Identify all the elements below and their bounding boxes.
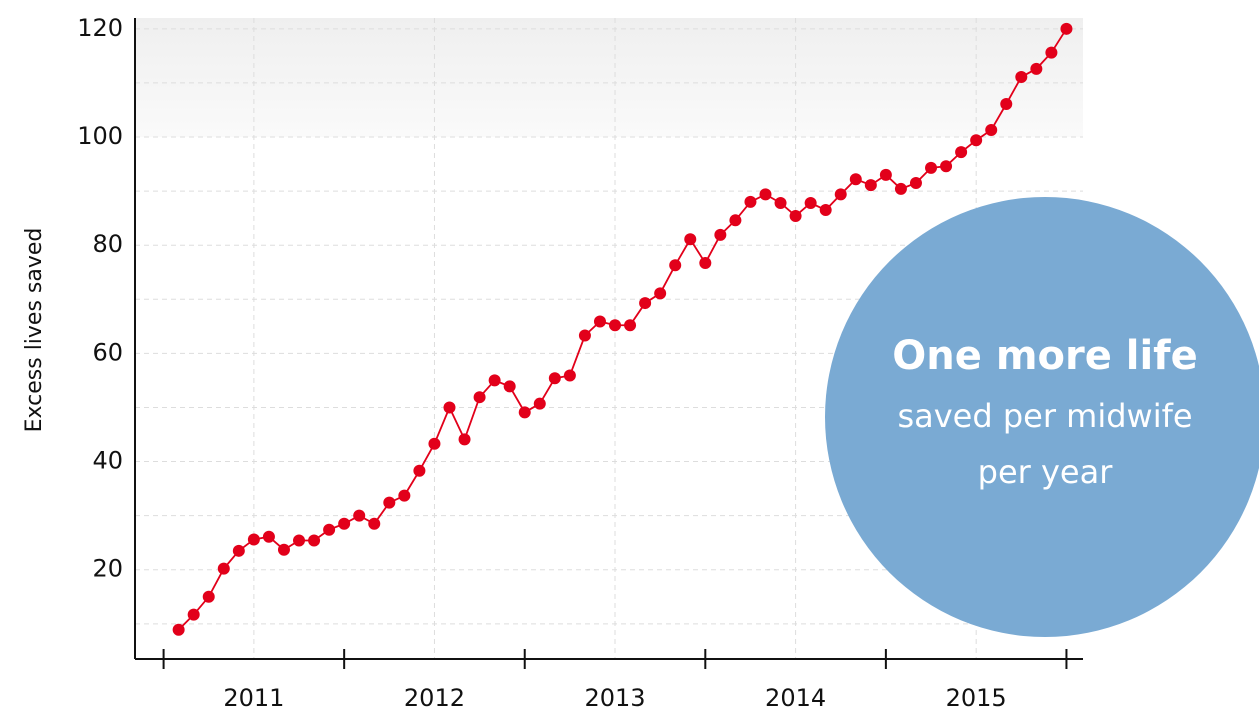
y-tick-label: 60	[92, 338, 123, 366]
annotation-title: One more life	[892, 333, 1197, 379]
point	[428, 437, 441, 450]
point	[262, 530, 275, 543]
point	[323, 523, 336, 536]
point	[609, 319, 622, 332]
point	[729, 214, 742, 227]
point	[759, 188, 772, 201]
point	[819, 204, 832, 217]
point	[518, 406, 531, 419]
point	[593, 315, 606, 328]
y-tick-label: 40	[92, 447, 123, 475]
point	[1000, 98, 1013, 111]
point	[353, 509, 366, 522]
point	[864, 179, 877, 192]
point	[624, 319, 637, 332]
point	[413, 464, 426, 477]
y-axis-label: Excess lives saved	[22, 228, 47, 433]
point	[1060, 22, 1073, 35]
point	[443, 401, 456, 414]
point	[458, 433, 471, 446]
point	[955, 146, 968, 159]
point	[232, 544, 245, 557]
shaded-band	[135, 18, 1083, 138]
x-tick-label: 2015	[946, 684, 1007, 712]
y-tick-label: 120	[77, 14, 123, 42]
point	[548, 372, 561, 385]
point	[699, 257, 712, 270]
y-tick-label: 20	[92, 555, 123, 583]
point	[398, 489, 411, 502]
point	[368, 517, 381, 530]
point	[774, 196, 787, 209]
point	[849, 173, 862, 186]
point	[985, 123, 998, 136]
point	[940, 160, 953, 173]
point	[639, 297, 652, 310]
point	[669, 259, 682, 272]
point	[879, 168, 892, 181]
point	[172, 623, 185, 636]
point	[293, 534, 306, 547]
point	[563, 369, 576, 382]
point	[789, 209, 802, 222]
annotation-line: per year	[978, 453, 1114, 491]
annotation-line: saved per midwife	[897, 397, 1192, 435]
point	[578, 329, 591, 342]
point	[1045, 46, 1058, 59]
point	[247, 533, 260, 546]
point	[202, 590, 215, 603]
y-tick-label: 100	[77, 122, 123, 150]
x-tick-label: 2012	[404, 684, 465, 712]
x-tick-label: 2011	[223, 684, 284, 712]
point	[488, 374, 501, 387]
point	[503, 380, 516, 393]
annotation-bubble	[825, 197, 1259, 637]
point	[383, 496, 396, 509]
point	[714, 228, 727, 241]
point	[744, 195, 757, 208]
point	[894, 182, 907, 195]
point	[1030, 62, 1043, 75]
point	[970, 134, 983, 147]
point	[909, 176, 922, 189]
point	[277, 543, 290, 556]
x-tick-label: 2014	[765, 684, 826, 712]
point	[1015, 70, 1028, 83]
point	[533, 397, 546, 410]
point	[925, 161, 938, 174]
point	[834, 188, 847, 201]
point	[338, 517, 351, 530]
point	[187, 608, 200, 621]
point	[684, 233, 697, 246]
x-tick-label: 2013	[584, 684, 645, 712]
point	[473, 391, 486, 404]
point	[804, 196, 817, 209]
y-tick-label: 80	[92, 230, 123, 258]
point	[654, 287, 667, 300]
point	[308, 534, 321, 547]
point	[217, 562, 230, 575]
